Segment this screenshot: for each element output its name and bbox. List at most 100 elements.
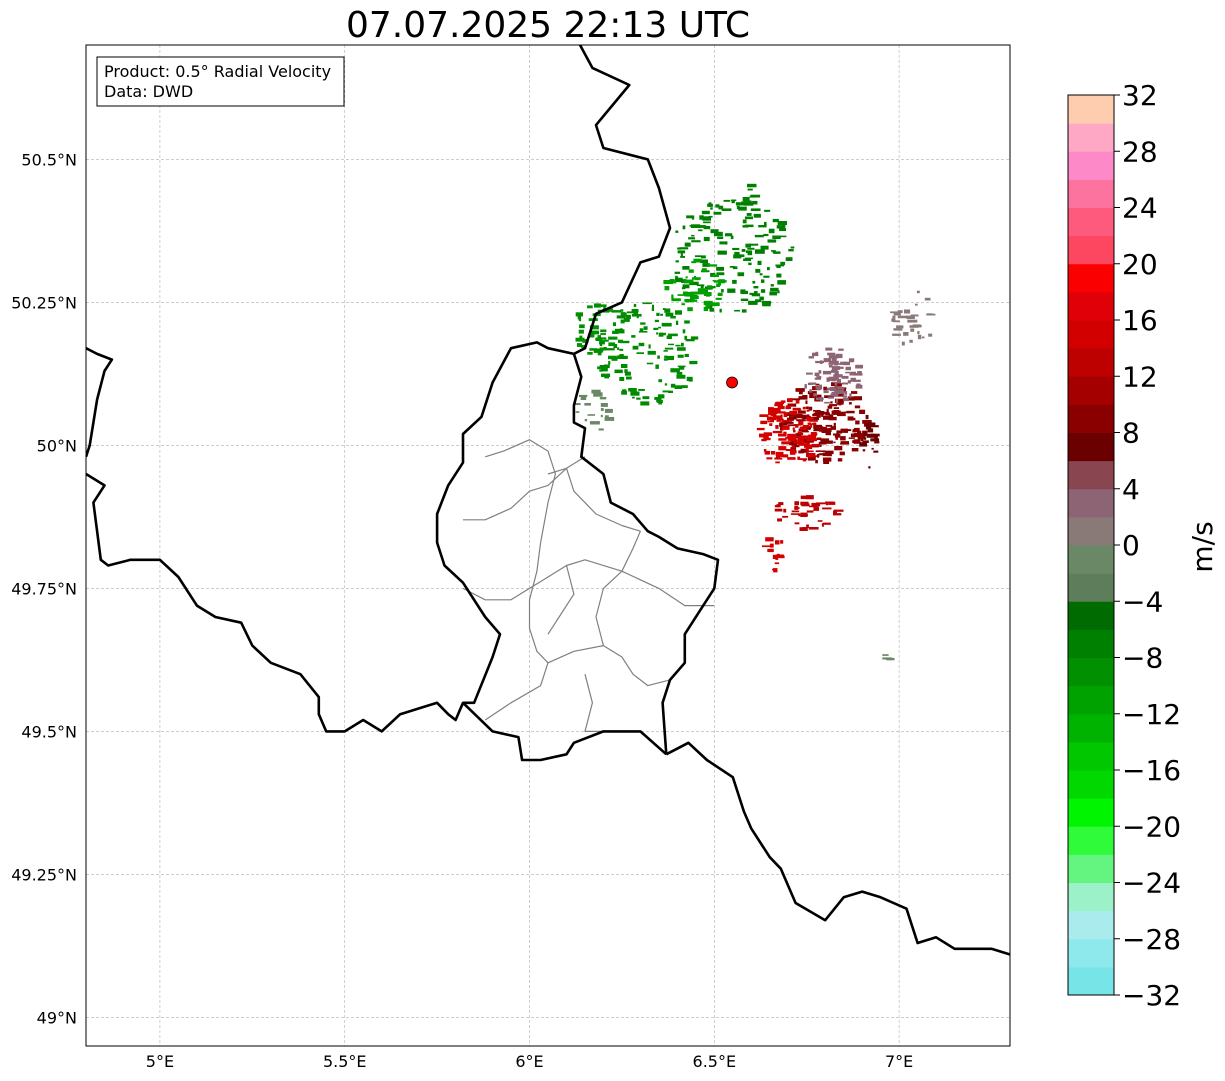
- echo-pixel: [587, 352, 593, 355]
- echo-pixel: [620, 319, 625, 324]
- echo-pixel: [593, 392, 603, 397]
- echo-pixel: [689, 281, 699, 286]
- echo-pixel: [662, 390, 671, 393]
- echo-pixel: [732, 247, 740, 251]
- echo-pixel: [774, 403, 783, 407]
- echo-pixel: [638, 331, 648, 333]
- echo-pixel: [853, 373, 863, 376]
- echo-pixel: [822, 507, 832, 510]
- echo-pixel: [675, 344, 681, 347]
- echo-pixel: [709, 308, 715, 312]
- echo-pixel: [684, 300, 693, 303]
- echo-pixel: [760, 245, 769, 250]
- echo-pixel: [833, 363, 838, 366]
- echo-pixel: [604, 408, 613, 413]
- echo-pixel: [738, 206, 747, 211]
- echo-pixel: [619, 328, 623, 333]
- echo-pixel: [719, 241, 728, 245]
- echo-pixel: [794, 501, 799, 505]
- echo-pixel: [685, 276, 688, 279]
- echo-pixel: [773, 251, 781, 254]
- echo-pixel: [670, 316, 676, 319]
- echo-pixel: [608, 336, 618, 340]
- echo-pixel: [575, 337, 585, 342]
- echo-pixel: [833, 510, 837, 516]
- echo-pixel: [755, 299, 762, 303]
- echo-pixel: [785, 405, 791, 410]
- echo-pixel: [705, 303, 711, 307]
- lat-tick-label: 49.25°N: [11, 865, 77, 884]
- echo-pixel: [800, 435, 811, 440]
- echo-pixel: [651, 307, 654, 311]
- echo-pixel: [748, 300, 758, 305]
- echo-pixel: [830, 393, 839, 396]
- echo-pixel: [769, 423, 773, 426]
- country-border: [462, 701, 668, 762]
- echo-pixel: [675, 277, 683, 283]
- echo-pixel: [705, 306, 713, 309]
- echo-pixel: [683, 279, 694, 284]
- echo-pixel: [702, 216, 711, 221]
- echo-pixel: [639, 328, 644, 332]
- echo-pixel: [745, 243, 751, 248]
- echo-pixel: [766, 437, 771, 441]
- echo-pixel: [815, 383, 820, 386]
- echo-pixel: [834, 389, 845, 395]
- echo-pixel: [632, 345, 639, 350]
- echo-pixel: [811, 443, 821, 447]
- echo-pixel: [581, 345, 587, 348]
- echo-pixel: [829, 360, 839, 365]
- echo-pixel: [816, 454, 820, 458]
- echo-pixel: [653, 327, 659, 330]
- echo-pixel: [682, 284, 690, 289]
- echo-pixel: [801, 430, 809, 433]
- echo-pixel: [822, 452, 827, 457]
- echo-pixel: [600, 329, 607, 333]
- echo-pixel: [817, 520, 823, 522]
- echo-pixel: [838, 348, 844, 351]
- echo-pixel: [812, 352, 819, 357]
- echo-pixel: [658, 326, 661, 329]
- echo-pixel: [663, 358, 668, 361]
- echo-pixel: [871, 447, 874, 450]
- echo-pixel: [604, 376, 609, 379]
- echo-pixel: [674, 385, 683, 389]
- echo-pixel: [831, 366, 841, 370]
- echo-pixel: [845, 366, 851, 371]
- echo-pixel: [712, 286, 716, 289]
- echo-pixel: [750, 194, 761, 198]
- echo-pixel: [579, 394, 588, 397]
- echo-pixel: [833, 407, 840, 409]
- echo-pixel: [862, 440, 869, 443]
- echo-pixel: [825, 412, 830, 416]
- echo-pixel: [780, 261, 786, 265]
- echo-pixel: [893, 311, 901, 316]
- echo-pixel: [825, 424, 833, 427]
- echo-pixel: [664, 355, 668, 359]
- echo-pixel: [638, 342, 645, 347]
- echo-pixel: [740, 290, 748, 295]
- map-panel: 5°E 5.5°E 6°E 6.5°E 7°E 49°N 49.25°N 49.5°N 49.…: [11, 44, 1011, 1071]
- echo-pixel: [611, 310, 622, 313]
- echo-pixel: [790, 398, 801, 401]
- lon-tick-label: 6°E: [515, 1052, 543, 1071]
- echo-pixel: [798, 420, 804, 426]
- echo-pixel: [640, 401, 650, 406]
- echo-pixel: [789, 442, 798, 446]
- echo-pixel: [768, 410, 772, 413]
- lat-tick-labels: 49°N 49.25°N 49.5°N 49.75°N 50°N 50.25°N 50.5°…: [11, 150, 77, 1027]
- echo-pixel: [696, 284, 705, 287]
- colorbar-tick-label: −32: [1122, 979, 1181, 1012]
- echo-pixel: [620, 340, 630, 344]
- echo-pixel: [767, 267, 770, 271]
- echo-pixel: [780, 400, 786, 403]
- echo-pixel: [680, 251, 683, 257]
- echo-pixel: [725, 233, 733, 237]
- echo-pixel: [915, 303, 918, 306]
- echo-pixel: [823, 522, 831, 525]
- echo-pixel: [782, 419, 792, 422]
- echo-pixel: [814, 438, 817, 442]
- colorbar-tick-label: 32: [1122, 79, 1158, 112]
- echo-pixel: [870, 433, 880, 437]
- colorbar-unit-label: m/s: [1186, 521, 1219, 572]
